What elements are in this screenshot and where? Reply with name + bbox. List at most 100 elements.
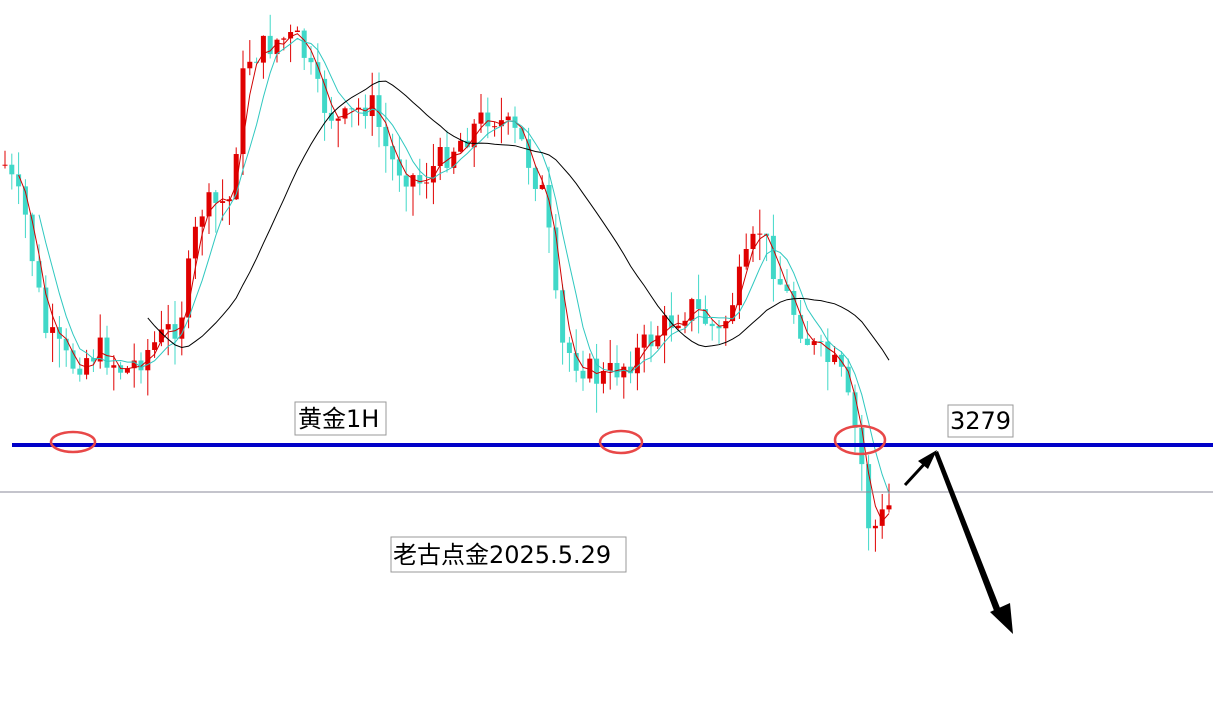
candle-body [104,337,110,368]
candle-body [369,95,375,117]
candle-body [16,174,22,187]
candle-body [526,139,532,168]
candle-body [886,505,892,510]
candle-body [50,327,56,333]
candle-body [573,352,579,371]
candle-body [267,35,273,55]
arrow [934,451,1002,616]
candle-body [852,392,858,428]
candle-body [22,186,28,215]
candle-body [383,126,389,147]
candle-body [437,147,443,167]
candle-body [553,227,559,291]
candle-body [335,118,341,121]
candle-body [288,32,294,39]
candle-body [519,127,525,140]
candle-body [233,154,239,200]
candle-body [757,233,763,235]
label-box [947,404,1014,438]
candle-body [600,371,606,384]
candle-body [641,334,647,348]
candle-body [410,175,416,187]
candle-body [417,175,423,184]
candle-body [213,192,219,203]
candle-body [560,290,566,343]
candle-body [260,35,266,63]
candle-body [464,140,470,148]
candle-body [791,290,797,315]
candle-body [689,299,695,321]
arrow-head [918,450,937,469]
arrow-head [990,603,1013,634]
candle-body [84,358,90,375]
candle-body [458,140,464,152]
candle-body [736,266,742,306]
candle-body [675,325,681,329]
candle-body [444,147,450,168]
candle-body [254,61,260,63]
label-box [390,536,627,573]
label-box [294,401,387,436]
candle-body [770,235,776,280]
candle-body [29,214,35,262]
symbol-label: 黄金1H [298,405,379,433]
candle-body [866,464,872,529]
candle-body [777,279,783,285]
candle-body [111,365,117,368]
candle-body [396,159,402,176]
candle-body [165,324,171,330]
candle-body [172,324,178,339]
candle-body [240,68,246,155]
candle-body [798,314,804,339]
candle-body [152,342,158,350]
candle-body [566,342,572,353]
candle-body [294,30,300,33]
candle-body [131,360,137,369]
candle-body [872,525,878,529]
candle-body [186,258,192,318]
candle-body [587,358,593,379]
candle-body [662,315,668,336]
candle-body [709,323,715,327]
candle-body [696,299,702,310]
candle-body [539,184,545,189]
candle-body [743,248,749,267]
candle-body [634,347,640,374]
candle-body [2,164,8,166]
candle-body [36,261,42,288]
highlight-circle [49,430,97,454]
candle-body [158,329,164,343]
highlight-circle [833,424,887,456]
candle-body [825,341,831,362]
candle-body [220,201,226,203]
candle-body [804,338,810,345]
candle-body [607,362,613,372]
moving-average [38,37,890,494]
candle-body [349,108,355,110]
candle-body [532,167,538,189]
candle-body [471,123,477,148]
candle-body [478,112,484,124]
level-label: 3279 [950,407,1011,435]
candle-body [424,182,430,184]
candle-body [492,126,498,128]
moving-average [18,33,890,523]
candle-body [648,334,654,347]
candle-body [628,366,634,374]
candle-body [879,509,885,526]
candle-body [655,335,661,347]
candle-body [403,175,409,187]
candle-body [274,39,280,55]
candle-body [301,30,307,58]
candle-body [702,309,708,324]
candle-body [315,62,321,79]
candle-body [451,151,457,168]
candle-body [818,341,824,343]
candle-body [281,38,287,40]
candle-body [580,370,586,379]
candle-body [63,338,69,351]
candle-body [832,354,838,362]
